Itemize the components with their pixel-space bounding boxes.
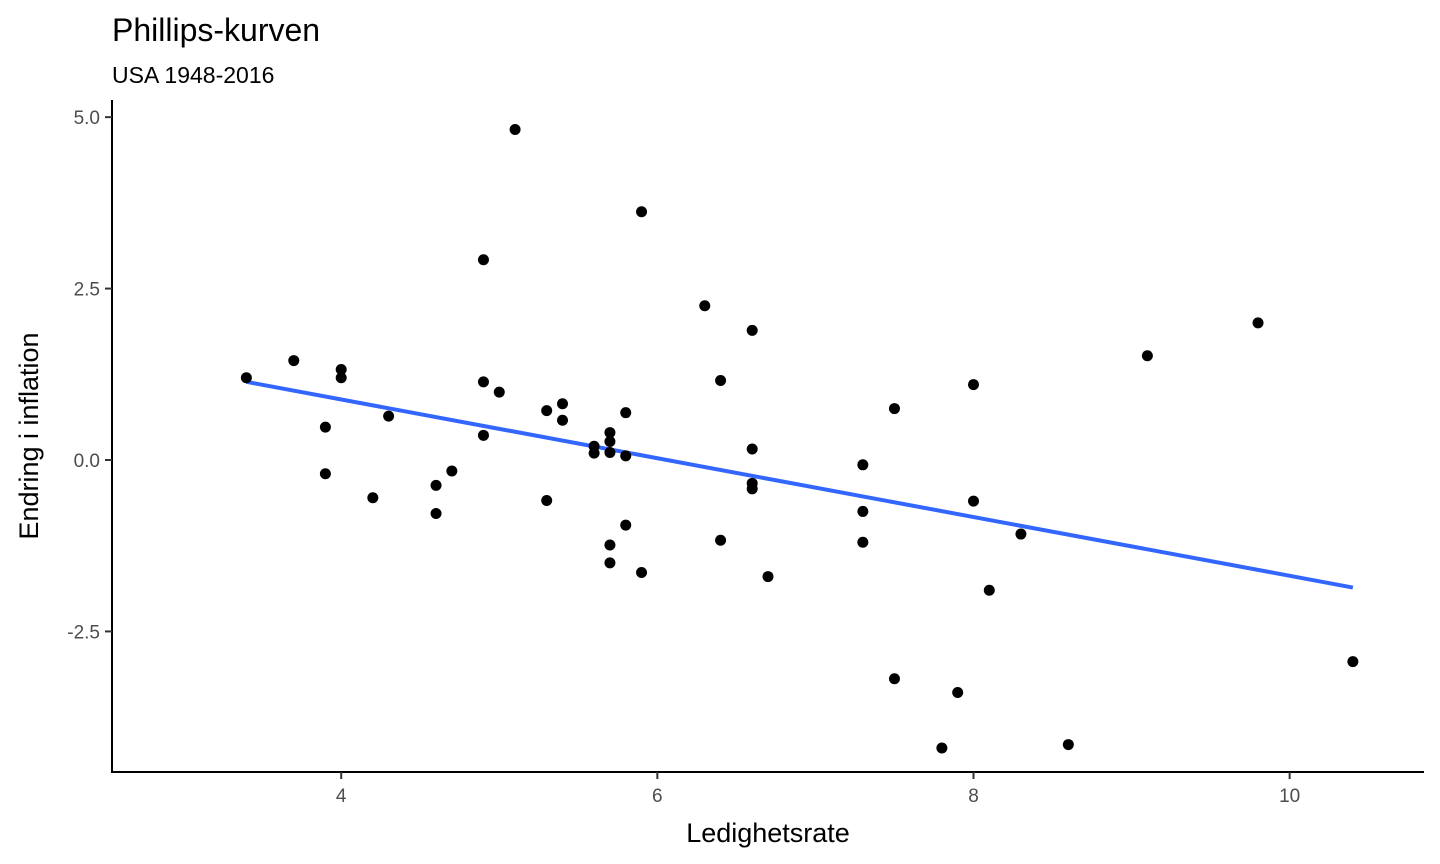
data-point xyxy=(557,414,569,426)
y-axis-ticks: 5.0 2.5 0.0 -2.5 xyxy=(67,108,112,643)
data-point xyxy=(588,447,600,459)
data-point xyxy=(746,443,758,455)
data-point xyxy=(857,505,869,517)
chart-subtitle: USA 1948-2016 xyxy=(112,62,274,88)
data-point xyxy=(319,468,331,480)
x-tick-label: 6 xyxy=(652,786,663,807)
data-point xyxy=(383,410,395,422)
data-point xyxy=(715,534,727,546)
data-point xyxy=(319,421,331,433)
data-point xyxy=(288,355,300,367)
data-point xyxy=(952,686,964,698)
data-point xyxy=(335,372,347,384)
data-point xyxy=(715,374,727,386)
data-point xyxy=(936,742,948,754)
data-point xyxy=(557,398,569,410)
x-tick-label: 8 xyxy=(968,786,979,807)
data-point xyxy=(430,479,442,491)
x-axis-ticks: 4 6 8 10 xyxy=(336,772,1300,807)
chart-title: Phillips-kurven xyxy=(112,12,320,48)
data-point xyxy=(541,405,553,417)
data-point xyxy=(446,465,458,477)
data-point xyxy=(857,459,869,471)
x-axis-title: Ledighetsrate xyxy=(686,818,850,848)
data-point xyxy=(493,386,505,398)
data-point xyxy=(1141,350,1153,362)
data-point xyxy=(1015,528,1027,540)
data-point xyxy=(477,254,489,266)
data-point xyxy=(636,206,648,218)
regression-line xyxy=(245,379,1354,590)
data-point xyxy=(983,584,995,596)
x-tick-label: 4 xyxy=(336,786,347,807)
x-tick-label: 10 xyxy=(1279,786,1300,807)
data-point xyxy=(430,507,442,519)
data-point xyxy=(762,571,774,583)
data-point xyxy=(746,324,758,336)
y-tick-label: 0.0 xyxy=(74,451,100,472)
y-axis-title: Endring i inflation xyxy=(14,332,44,539)
data-point xyxy=(620,519,632,531)
data-point xyxy=(888,403,900,415)
plot-area xyxy=(240,123,1359,754)
data-point xyxy=(604,435,616,447)
data-point xyxy=(1062,739,1074,751)
y-tick-label: 5.0 xyxy=(74,108,100,129)
data-point xyxy=(967,379,979,391)
data-point xyxy=(857,536,869,548)
data-point xyxy=(888,673,900,685)
data-point xyxy=(367,492,379,504)
data-point xyxy=(636,566,648,578)
data-point xyxy=(620,450,632,462)
data-point xyxy=(477,376,489,388)
trendline-layer xyxy=(245,379,1354,590)
data-point xyxy=(604,539,616,551)
data-point xyxy=(604,446,616,458)
data-point xyxy=(335,363,347,375)
data-point xyxy=(240,372,252,384)
data-point xyxy=(604,557,616,569)
data-point xyxy=(477,429,489,441)
data-point xyxy=(699,300,711,312)
y-tick-label: 2.5 xyxy=(74,280,100,301)
data-point xyxy=(604,427,616,439)
data-point xyxy=(1347,656,1359,668)
data-point xyxy=(1252,317,1264,329)
data-point xyxy=(620,407,632,419)
points-layer xyxy=(240,123,1359,754)
data-point xyxy=(541,494,553,506)
y-tick-label: -2.5 xyxy=(67,622,100,643)
data-point xyxy=(967,495,979,507)
data-point xyxy=(746,483,758,495)
data-point xyxy=(509,123,521,135)
